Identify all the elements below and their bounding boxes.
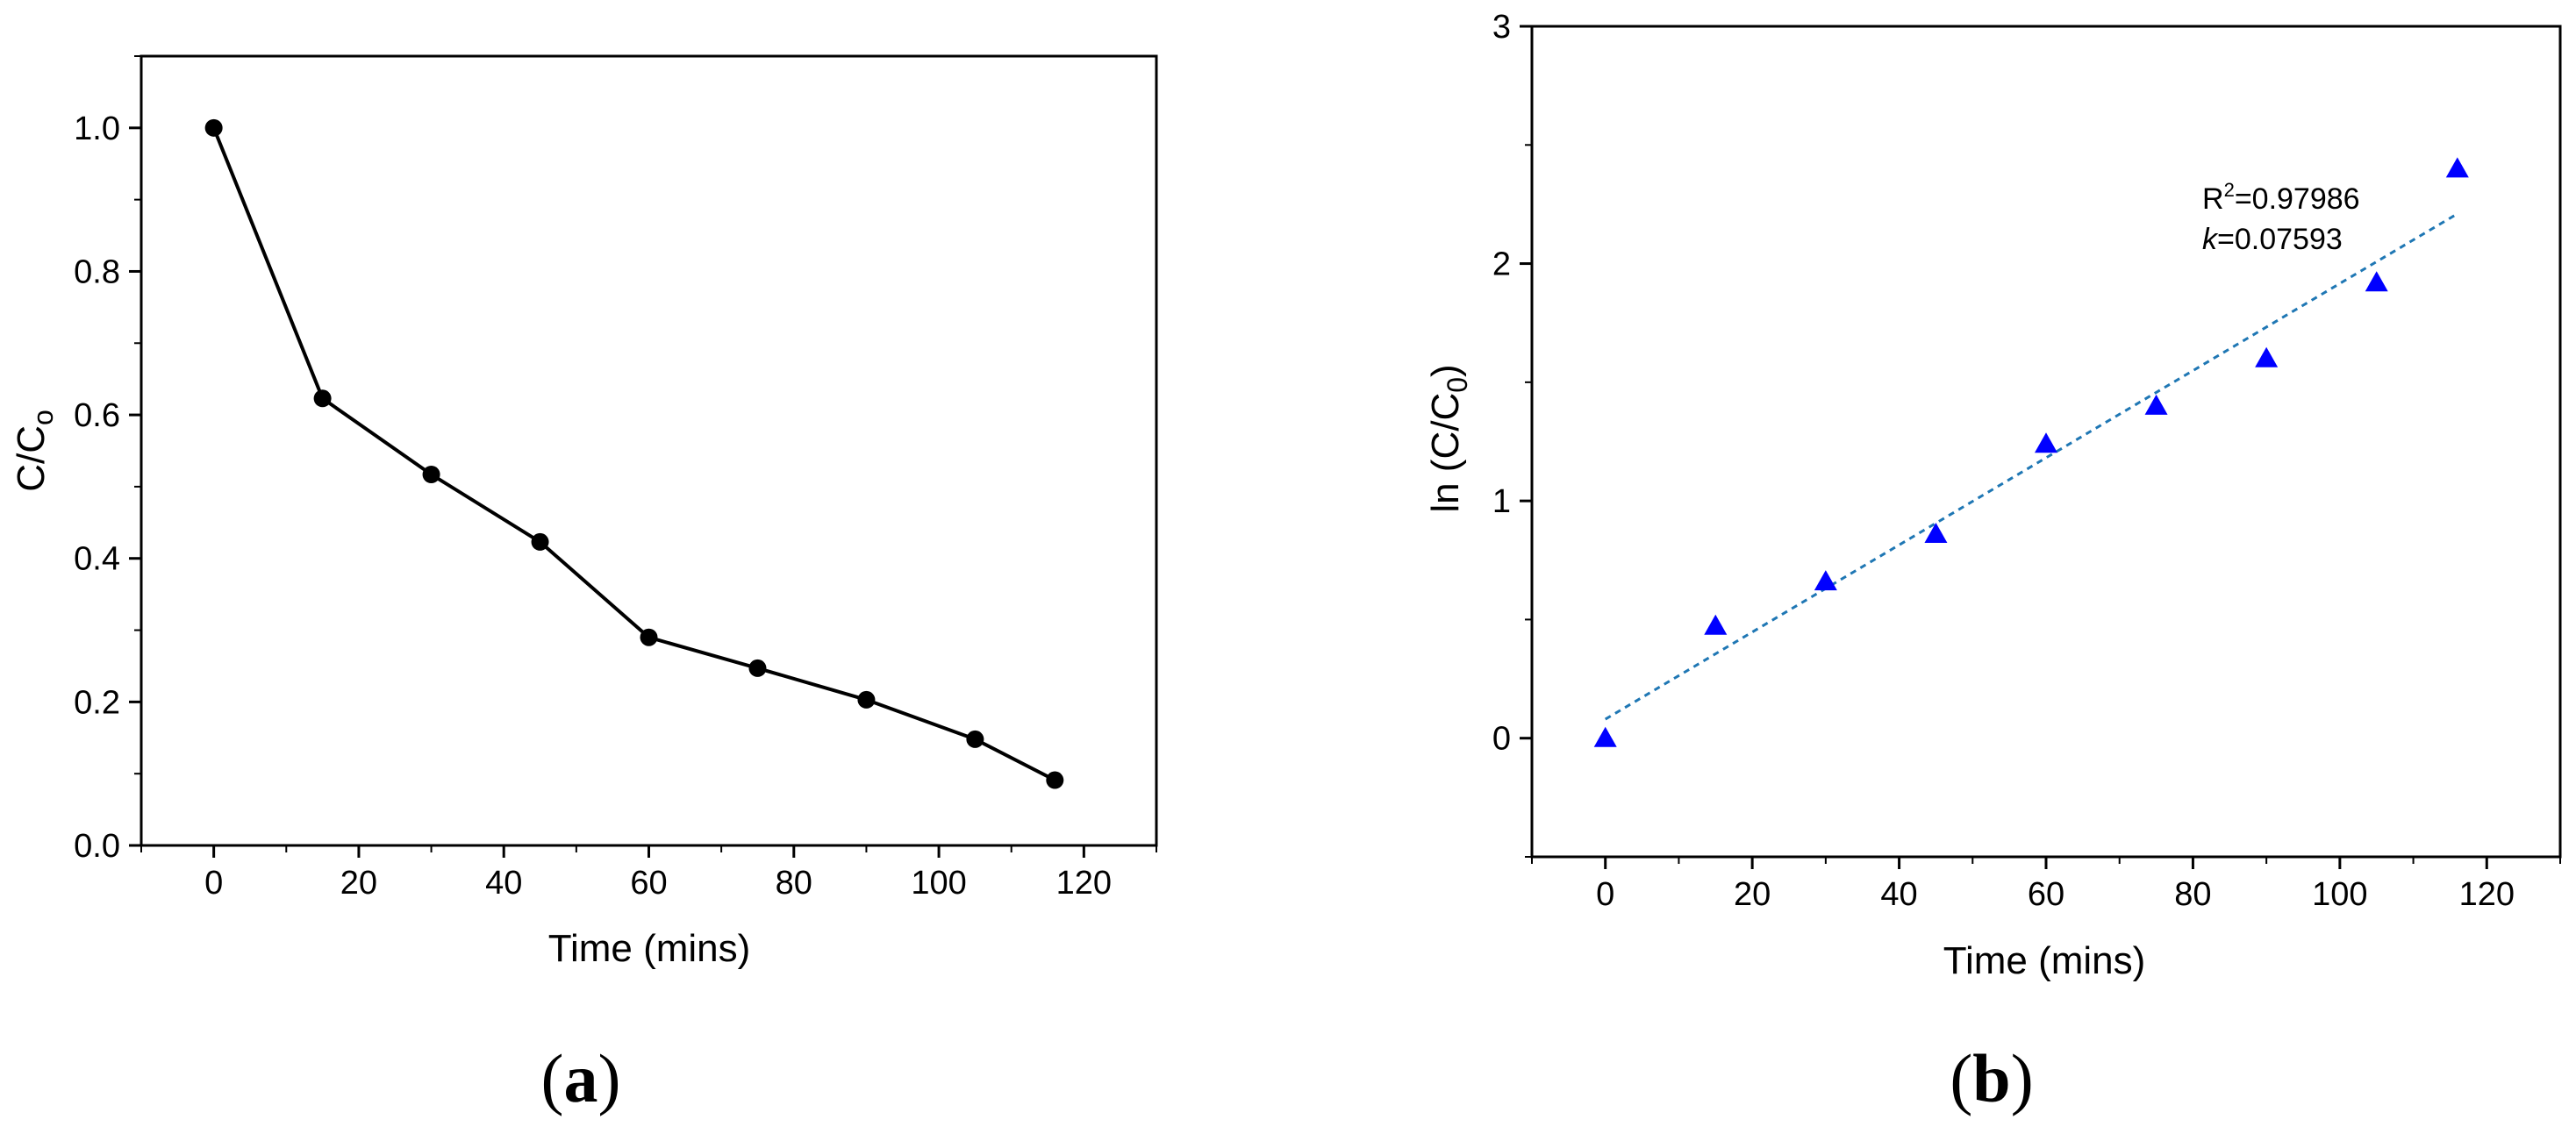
chart-b-x-tick-label: 60 [2028, 876, 2064, 913]
chart-a-series-line [211, 127, 1056, 782]
chart-b-panel-label-close: ) [2011, 1040, 2034, 1116]
chart-b-x-axis-title: Time (mins) [1943, 939, 2146, 982]
chart-b-data-point [1704, 614, 1728, 635]
chart-a-data-point [857, 690, 876, 709]
chart-a-data-point [204, 118, 223, 137]
chart-b-data-point [2255, 346, 2279, 367]
chart-b-data-point [2144, 394, 2168, 415]
chart-b-x-tick-label: 120 [2459, 876, 2515, 913]
chart-b-y-tick-label: 1 [1492, 483, 1511, 520]
chart-b-y-axis-title-sub: 0 [1442, 377, 1473, 393]
chart-a-data-point [422, 466, 440, 483]
chart-a-y-axis-title-main: C/C [10, 425, 53, 492]
chart-a-y-tick-label: 0.8 [74, 253, 120, 290]
chart-a-y-tick-label: 1.0 [74, 111, 120, 147]
chart-b-x-tick-label: 100 [2312, 876, 2367, 913]
chart-b-data-point [1814, 570, 1837, 591]
chart-a-y-tick-label: 0.0 [74, 828, 120, 865]
chart-a-panel-label-open: ( [541, 1040, 564, 1116]
chart-a-x-tick-label: 0 [204, 865, 223, 902]
chart-a-data-point [640, 628, 658, 646]
chart-b-annotation-r2: R2=0.97986 [2202, 179, 2360, 216]
chart-b-y-tick-label: 2 [1492, 246, 1511, 283]
chart-a-x-tick-label: 40 [485, 865, 522, 902]
chart-b-ticks: 0 20 40 60 80 100 120 0 1 2 3 [1492, 9, 2561, 913]
chart-a-y-tick-label: 0.6 [74, 397, 120, 434]
chart-a-data-point [1046, 771, 1064, 789]
chart-a-x-tick-label: 80 [776, 865, 812, 902]
chart-b-data-point [1924, 523, 1948, 544]
chart-a-x-axis-title: Time (mins) [548, 927, 751, 970]
chart-b-points [1593, 157, 2469, 747]
chart-b-data-point [2035, 432, 2057, 453]
chart-a-data-point [531, 532, 549, 551]
chart-b-data-point [2365, 271, 2388, 292]
chart-b-panel-label: (b) [1950, 1040, 2033, 1116]
chart-a-plot-frame [140, 54, 1158, 847]
chart-a-data-point [313, 389, 332, 408]
chart-a-x-tick-label: 100 [911, 865, 966, 902]
chart-a-panel-label: (a) [541, 1040, 621, 1116]
chart-a-y-tick-label: 0.2 [74, 684, 120, 721]
chart-a-points [204, 118, 1064, 789]
chart-b-x-tick-label: 80 [2174, 876, 2211, 913]
chart-b-panel-label-letter: b [1972, 1040, 2010, 1116]
chart-a-y-axis-title: C/Co [10, 410, 59, 492]
chart-a-panel-label-close: ) [598, 1040, 621, 1116]
chart-a-y-axis-title-sub: o [27, 410, 59, 425]
chart-a-y-tick-label: 0.4 [74, 541, 120, 578]
chart-b-fit-line-segment [1604, 212, 2458, 721]
chart-b-y-tick-label: 3 [1492, 9, 1511, 46]
chart-b-x-tick-label: 40 [1880, 876, 1917, 913]
chart-a-data-point [748, 659, 767, 677]
chart-b-data-point [2445, 157, 2469, 178]
chart-b-r2-label: R [2202, 182, 2224, 216]
chart-a-x-tick-label: 60 [630, 865, 667, 902]
chart-b-x-tick-label: 0 [1596, 876, 1614, 913]
chart-a-ticks: 0 20 40 60 80 100 120 0.0 0.2 0.4 0.6 0.8 1.0 [74, 55, 1157, 902]
chart-a: 0 20 40 60 80 100 120 0.0 0.2 0.4 0.6 0.8 1.0 Time (… [10, 54, 1158, 1116]
chart-b-y-axis-title-main: ln (C/C [1424, 393, 1467, 513]
chart-b-y-axis-title-close: ) [1424, 364, 1467, 377]
chart-b-k-value: =0.07593 [2217, 223, 2343, 256]
chart-b-k-label: k [2202, 223, 2219, 256]
chart-a-line [211, 127, 1056, 782]
chart-b-x-tick-label: 20 [1734, 876, 1771, 913]
chart-a-x-tick-label: 20 [340, 865, 377, 902]
chart-b-r2-value: =0.97986 [2235, 182, 2360, 216]
chart-b-r2-sup: 2 [2224, 179, 2235, 201]
chart-b-data-point [1593, 726, 1617, 747]
chart-b-fit-line [1604, 212, 2458, 721]
chart-b-y-tick-label: 0 [1492, 721, 1511, 758]
chart-b-panel-label-open: ( [1950, 1040, 1972, 1116]
chart-b-annotation-k: k=0.07593 [2202, 223, 2343, 256]
chart-a-data-point [966, 730, 984, 748]
chart-a-x-tick-label: 120 [1056, 865, 1112, 902]
chart-b-y-axis-title: ln (C/C0) [1424, 364, 1473, 512]
chart-a-panel-label-letter: a [564, 1040, 598, 1116]
